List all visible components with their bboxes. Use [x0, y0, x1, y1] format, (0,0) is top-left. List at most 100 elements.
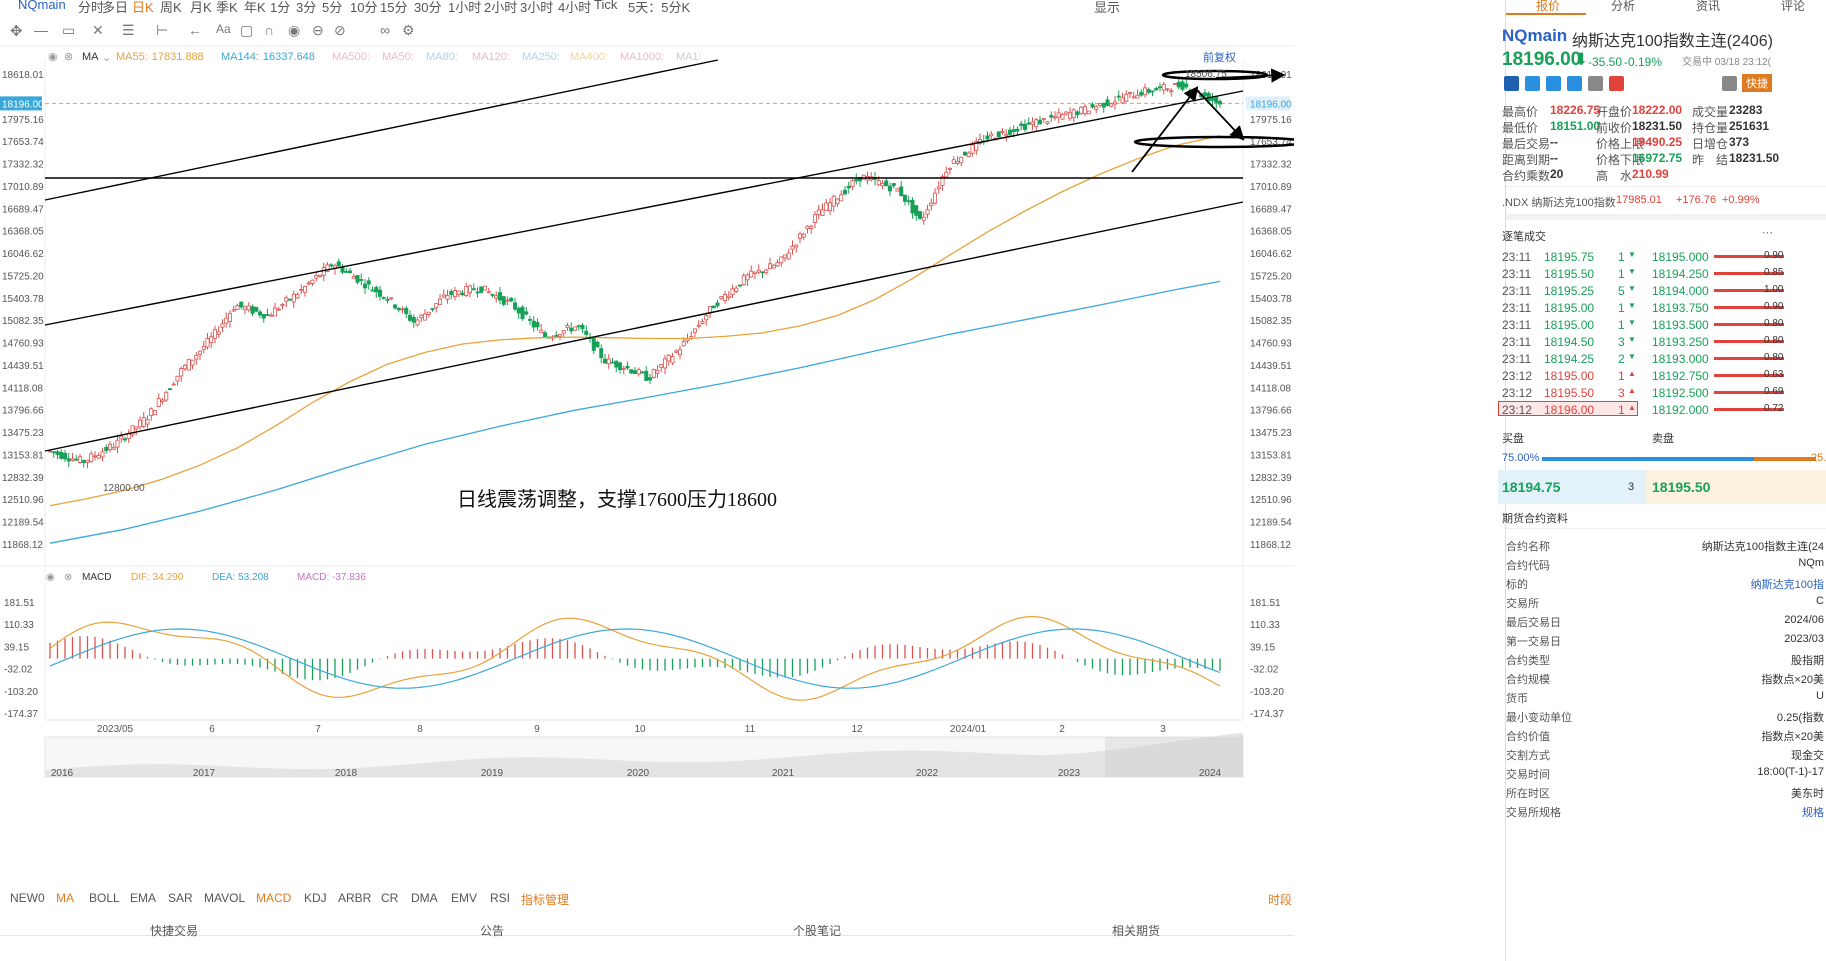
indicator-tab[interactable]: 指标管理: [521, 893, 570, 907]
macd-close-icon[interactable]: ⊗: [64, 572, 72, 583]
ticks-title: 逐笔成交: [1502, 231, 1546, 243]
heart-icon[interactable]: [1609, 76, 1624, 91]
ask-box[interactable]: [1646, 470, 1826, 504]
up-arrow[interactable]: [1131, 86, 1199, 173]
indicator-tab[interactable]: MA: [56, 891, 74, 905]
line-tool-icon[interactable]: —: [34, 22, 48, 38]
navigator-window[interactable]: [1105, 737, 1243, 777]
rect-tool-icon[interactable]: ▭: [62, 22, 76, 38]
period-tab[interactable]: 日K: [132, 0, 154, 14]
period-tab[interactable]: 2小时: [484, 0, 518, 14]
bottom-tab[interactable]: 相关期货: [1112, 924, 1161, 938]
candle-body: [775, 262, 780, 267]
more-icon[interactable]: ⋯: [1762, 227, 1773, 239]
trendline[interactable]: [44, 90, 1244, 326]
indicator-tab[interactable]: NEW0: [10, 891, 45, 905]
period-tab[interactable]: 5天：5分K: [628, 0, 691, 14]
fork-tool-icon[interactable]: ✕: [92, 22, 104, 38]
trendline[interactable]: [44, 59, 719, 201]
indicator-tab[interactable]: KDJ: [304, 891, 327, 905]
panel-tab[interactable]: 报价: [1536, 0, 1561, 13]
indicator-tab[interactable]: MACD: [256, 891, 292, 905]
symbol-label[interactable]: NQmain: [18, 0, 66, 12]
chevron-down-icon[interactable]: ⌄: [102, 52, 112, 64]
hide-icon[interactable]: ◉: [288, 22, 301, 38]
period-tab[interactable]: 年K: [244, 0, 266, 14]
period-tab[interactable]: 1分: [270, 0, 291, 14]
indicator-tab[interactable]: ARBR: [338, 891, 372, 905]
bid-box[interactable]: [1498, 470, 1646, 504]
stat-value: 18151.00: [1550, 119, 1601, 133]
candle-body: [719, 296, 724, 299]
bell-icon[interactable]: [1722, 76, 1737, 91]
tag-icon[interactable]: [1567, 76, 1582, 91]
contract-value[interactable]: 规格: [1802, 807, 1824, 819]
measure-tool-icon[interactable]: ⊢: [156, 22, 169, 38]
support-ellipse[interactable]: [1133, 135, 1294, 149]
right-arrow[interactable]: [1215, 68, 1286, 83]
period-tab[interactable]: 季K: [216, 0, 238, 14]
indicator-tab[interactable]: EMV: [451, 891, 478, 905]
period-tab[interactable]: 30分: [414, 0, 442, 14]
lightning-icon[interactable]: [1525, 76, 1540, 91]
panel-tab[interactable]: 分析: [1611, 0, 1636, 13]
arrow-tool-icon[interactable]: ←: [188, 22, 202, 38]
indicator-tab[interactable]: BOLL: [89, 891, 120, 905]
indicator-tab[interactable]: EMA: [130, 891, 157, 905]
magnet-icon[interactable]: ∩: [264, 22, 275, 38]
panel-tab[interactable]: 资讯: [1696, 0, 1721, 13]
bottom-tab[interactable]: 快捷交易: [150, 924, 199, 938]
us-flag-icon[interactable]: [1504, 76, 1519, 91]
delete-icon[interactable]: ⊘: [334, 22, 346, 38]
trendline[interactable]: [44, 201, 1244, 452]
lock-icon[interactable]: ⊖: [312, 22, 324, 38]
macd-eye-icon[interactable]: ◉: [46, 572, 55, 583]
bottom-tab[interactable]: 个股笔记: [793, 924, 842, 938]
price-tick-right: 17010.89: [1250, 182, 1292, 193]
period-tab[interactable]: Tick: [594, 0, 618, 12]
session-button[interactable]: 时段: [1268, 893, 1293, 907]
doc-icon[interactable]: [1588, 76, 1603, 91]
candle-body: [441, 294, 446, 298]
period-tab[interactable]: 月K: [190, 0, 212, 14]
indicator-tab[interactable]: DMA: [411, 891, 438, 905]
ma-item: MA500:: [332, 51, 374, 63]
settings-icon[interactable]: ⚙: [402, 22, 415, 38]
chart-icon[interactable]: [1546, 76, 1561, 91]
eye-icon[interactable]: ◉: [48, 51, 58, 63]
indicator-tab[interactable]: MAVOL: [204, 891, 246, 905]
contract-value[interactable]: 纳斯达克100指: [1750, 579, 1824, 591]
fuquan-button[interactable]: 前复权: [1203, 52, 1236, 64]
display-button[interactable]: 显示: [1094, 0, 1121, 14]
period-tab[interactable]: 分时: [78, 0, 105, 14]
crosshair-icon[interactable]: ✥: [10, 23, 23, 40]
comment-tool-icon[interactable]: ▢: [240, 22, 254, 38]
link-icon[interactable]: ∞: [380, 22, 390, 38]
text-tool-icon[interactable]: Aa: [216, 22, 231, 36]
candle-body: [1008, 129, 1013, 135]
period-tab[interactable]: 4小时: [558, 0, 592, 14]
period-tab[interactable]: 3分: [296, 0, 317, 14]
x-axis-label: 8: [417, 724, 423, 735]
period-tab[interactable]: 15分: [380, 0, 408, 14]
candle-body: [411, 316, 416, 323]
quick-trade-button[interactable]: 快捷: [1742, 74, 1772, 92]
overview-navigator[interactable]: 2016 2017 2018 2019 2020 2021 2022 2023 2024: [44, 732, 1244, 779]
indicator-tab[interactable]: RSI: [490, 891, 511, 905]
period-tab[interactable]: 3小时: [520, 0, 554, 14]
period-tab[interactable]: 周K: [160, 0, 182, 14]
period-tab[interactable]: 多日: [102, 0, 129, 14]
bottom-tab[interactable]: 公告: [480, 924, 505, 938]
indicator-tab[interactable]: SAR: [168, 891, 193, 905]
close-indicator-icon[interactable]: ⊗: [64, 51, 74, 63]
period-tab[interactable]: 5分: [322, 0, 343, 14]
period-tab[interactable]: 1小时: [448, 0, 482, 14]
fib-tool-icon[interactable]: ☰: [122, 22, 135, 38]
panel-tab[interactable]: 评论: [1781, 0, 1806, 13]
down-arrow[interactable]: [1195, 88, 1245, 141]
candle-body: [314, 275, 319, 279]
period-tab[interactable]: 10分: [350, 0, 378, 14]
macd-legend: ◉ ⊗ MACD DIF: 34.290 DEA: 53.208 MACD: -37.83…: [46, 572, 366, 583]
indicator-tab[interactable]: CR: [381, 891, 399, 905]
